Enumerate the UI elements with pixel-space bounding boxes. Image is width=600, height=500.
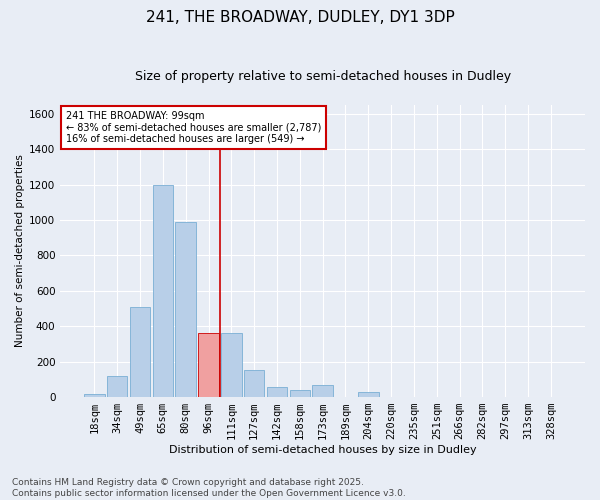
Bar [267, 388, 287, 397]
Bar [221, 334, 242, 397]
Bar [175, 222, 196, 397]
Bar [244, 370, 265, 397]
Bar [313, 384, 333, 397]
Text: Contains HM Land Registry data © Crown copyright and database right 2025.
Contai: Contains HM Land Registry data © Crown c… [12, 478, 406, 498]
Text: 241, THE BROADWAY, DUDLEY, DY1 3DP: 241, THE BROADWAY, DUDLEY, DY1 3DP [146, 10, 454, 25]
Bar [152, 184, 173, 397]
Title: Size of property relative to semi-detached houses in Dudley: Size of property relative to semi-detach… [134, 70, 511, 83]
Bar [198, 334, 219, 397]
Bar [107, 376, 127, 397]
X-axis label: Distribution of semi-detached houses by size in Dudley: Distribution of semi-detached houses by … [169, 445, 476, 455]
Bar [358, 392, 379, 397]
Text: 241 THE BROADWAY: 99sqm
← 83% of semi-detached houses are smaller (2,787)
16% of: 241 THE BROADWAY: 99sqm ← 83% of semi-de… [65, 111, 321, 144]
Bar [290, 390, 310, 397]
Bar [84, 394, 104, 397]
Bar [130, 307, 151, 397]
Y-axis label: Number of semi-detached properties: Number of semi-detached properties [15, 154, 25, 348]
